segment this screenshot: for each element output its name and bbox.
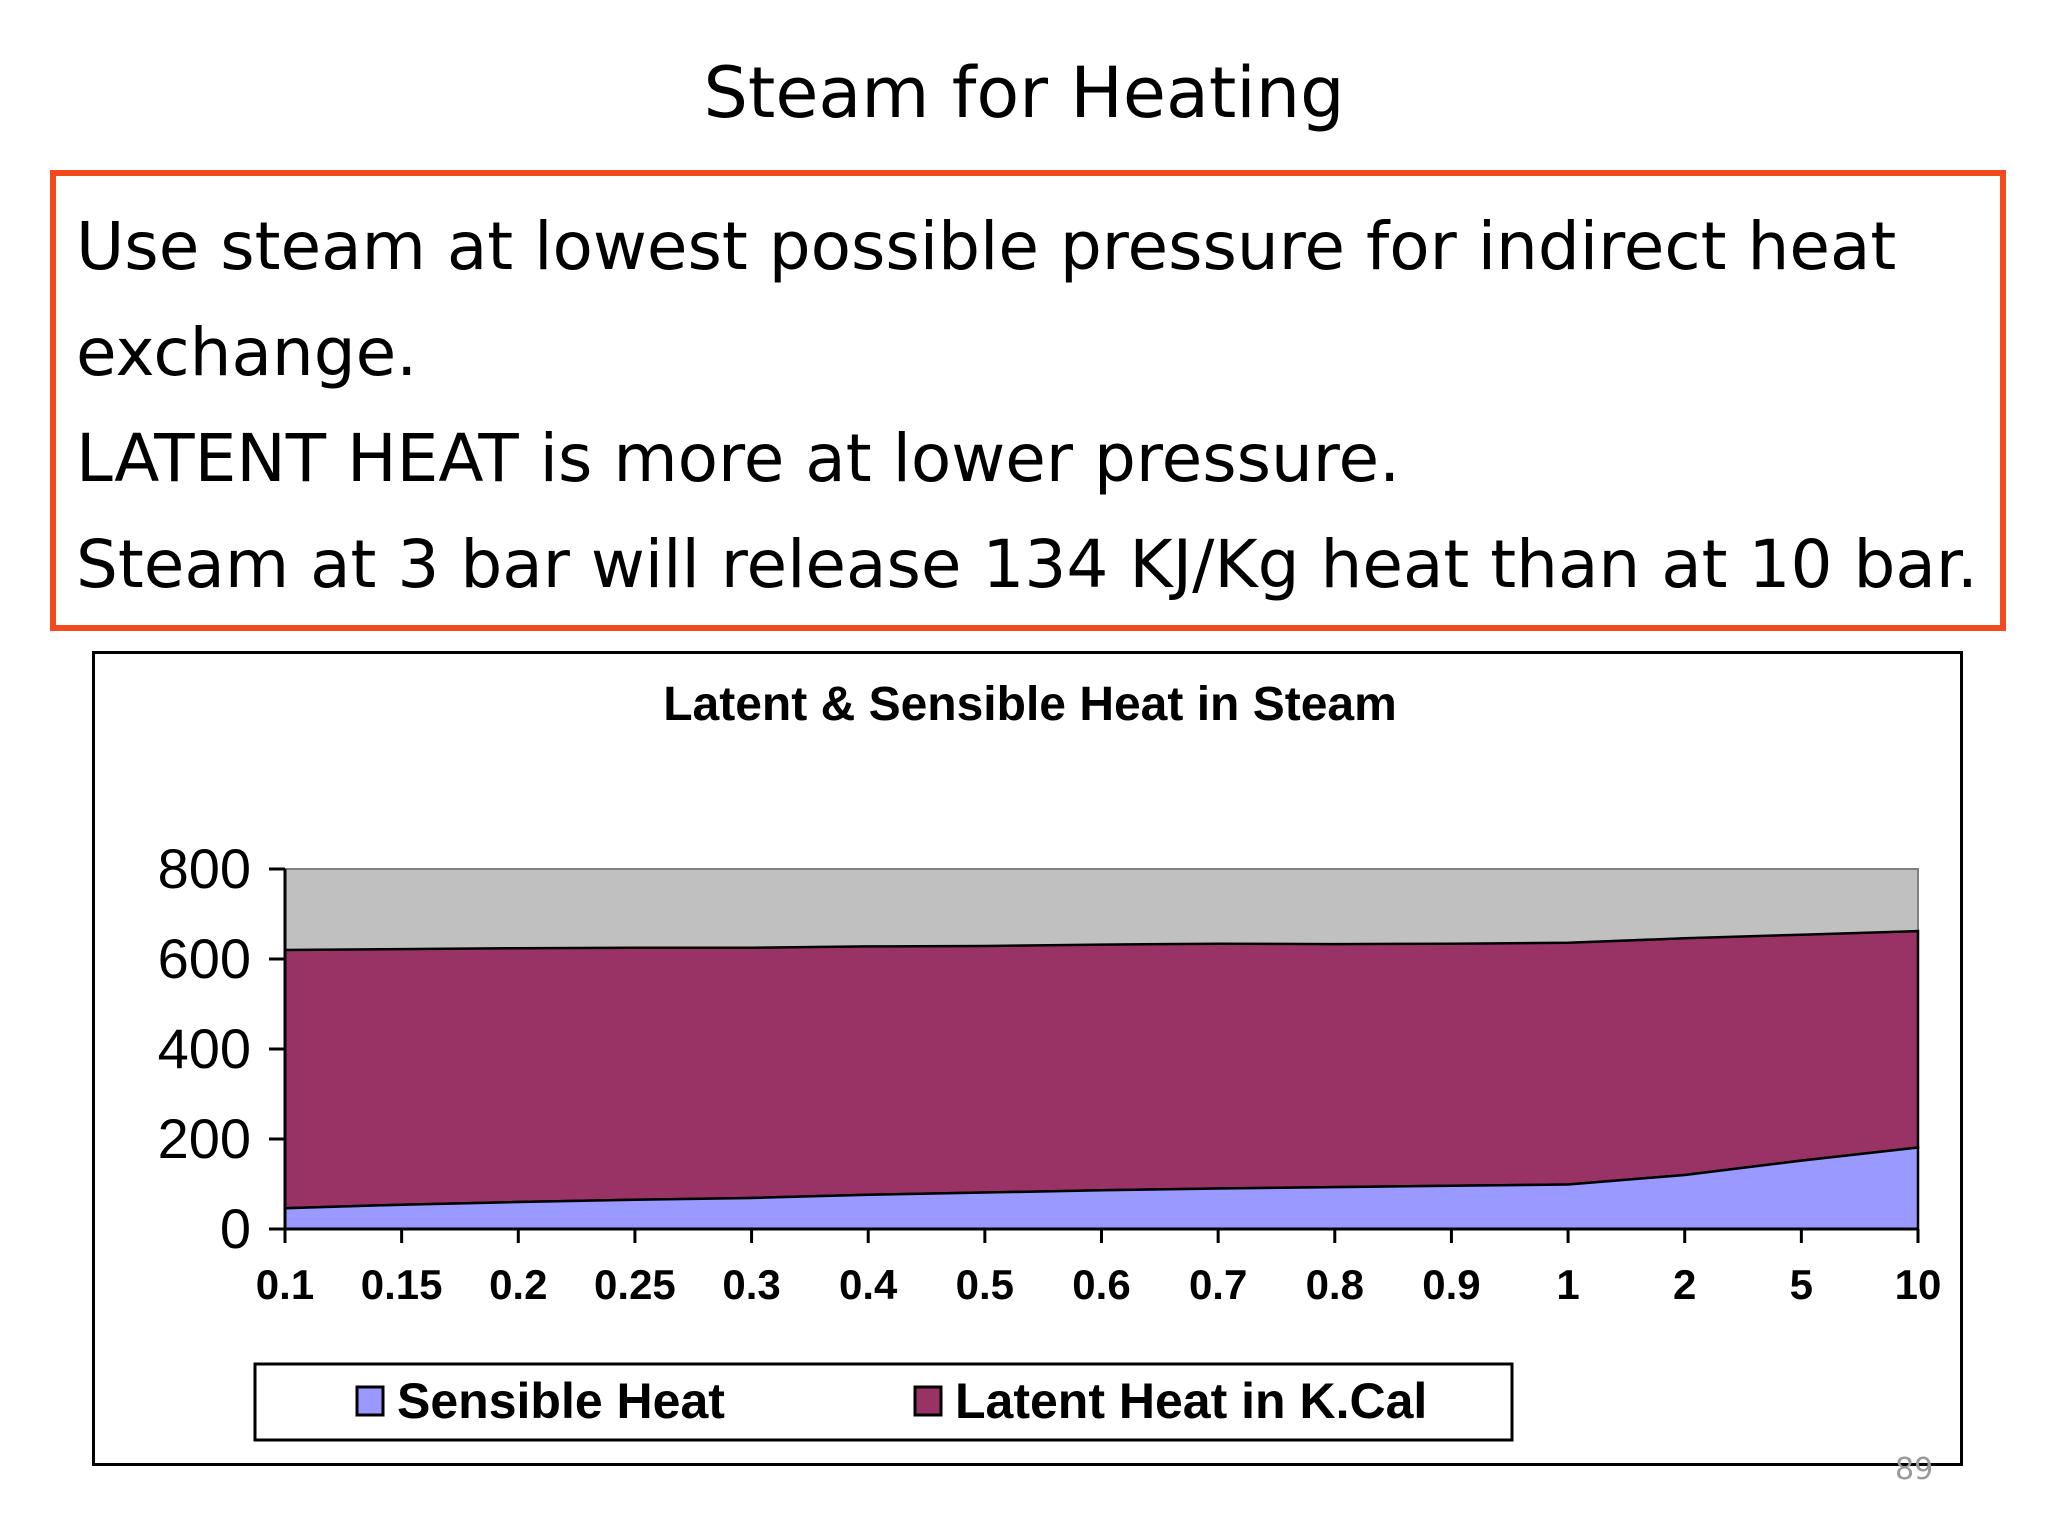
x-tick-label: 0.2 [489, 1261, 547, 1308]
x-tick-label: 0.7 [1189, 1261, 1247, 1308]
x-tick-label: 0.6 [1072, 1261, 1130, 1308]
legend-swatch-sensible-heat [355, 1385, 385, 1417]
legend-label-sensible-heat: Sensible Heat [397, 1373, 725, 1429]
chart-frame: Latent & Sensible Heat in Steam 0 200 400 6… [92, 651, 1963, 1466]
x-tick-label: 2 [1673, 1261, 1696, 1308]
series-area-latent-heat [283, 929, 1920, 1210]
x-tick-label: 10 [1895, 1261, 1942, 1308]
area-chart: Latent & Sensible Heat in Steam 0 200 400 6… [158, 678, 1942, 1442]
chart-title: Latent & Sensible Heat in Steam [663, 678, 1397, 731]
legend-box [253, 1362, 1514, 1442]
callout-line-3: Steam at 3 bar will release 134 KJ/Kg he… [76, 526, 1978, 603]
y-tick-label: 800 [158, 837, 251, 900]
page-number: 89 [1895, 1452, 1934, 1487]
x-tick-label: 0.3 [722, 1261, 780, 1308]
legend-label-latent-heat: Latent Heat in K.Cal [955, 1373, 1427, 1429]
callout-line-2: LATENT HEAT is more at lower pressure. [76, 420, 1401, 497]
slide-title: Steam for Heating [703, 52, 1345, 134]
callout-line-1: Use steam at lowest possible pressure fo… [76, 208, 1897, 391]
y-tick-label: 400 [158, 1017, 251, 1080]
legend-swatch-latent-heat [913, 1385, 943, 1417]
x-tick-label: 0.5 [956, 1261, 1014, 1308]
x-tick-label: 0.4 [839, 1261, 898, 1308]
x-tick-label: 0.9 [1422, 1261, 1480, 1308]
x-tick-label: 0.1 [256, 1261, 314, 1308]
y-tick-label: 0 [220, 1197, 251, 1260]
y-tick-label: 200 [158, 1107, 251, 1170]
x-tick-label: 1 [1556, 1261, 1579, 1308]
callout-box: Use steam at lowest possible pressure fo… [50, 170, 2006, 631]
x-tick-label: 0.8 [1306, 1261, 1364, 1308]
x-tick-label: 5 [1790, 1261, 1813, 1308]
x-tick-label: 0.25 [594, 1261, 676, 1308]
y-tick-label: 600 [158, 927, 251, 990]
x-tick-label: 0.15 [361, 1261, 443, 1308]
